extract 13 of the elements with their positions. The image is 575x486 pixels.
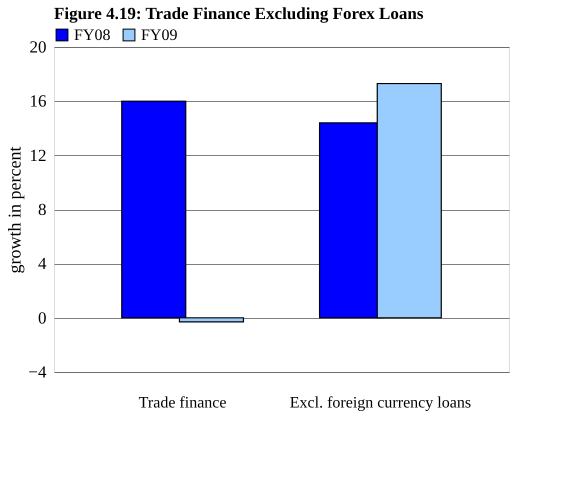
y-tick-label: 0 bbox=[38, 308, 46, 328]
legend-label: FY09 bbox=[141, 27, 178, 44]
chart-title: Figure 4.19: Trade Finance Excluding Forex Loans bbox=[54, 4, 424, 23]
y-tick-label: 20 bbox=[30, 38, 46, 56]
y-tick-label: 8 bbox=[38, 200, 46, 219]
y-tick-label: 4 bbox=[38, 254, 47, 274]
y-tick-label: 16 bbox=[30, 92, 46, 111]
y-tick-label: −4 bbox=[28, 362, 47, 382]
x-tick-label: Trade finance bbox=[138, 394, 226, 412]
legend-label: FY08 bbox=[74, 27, 110, 44]
y-tick-label: 12 bbox=[30, 146, 46, 165]
x-tick-label: Excl. foreign currency loans bbox=[290, 394, 472, 412]
y-axis-title: growth in percent bbox=[4, 146, 24, 274]
